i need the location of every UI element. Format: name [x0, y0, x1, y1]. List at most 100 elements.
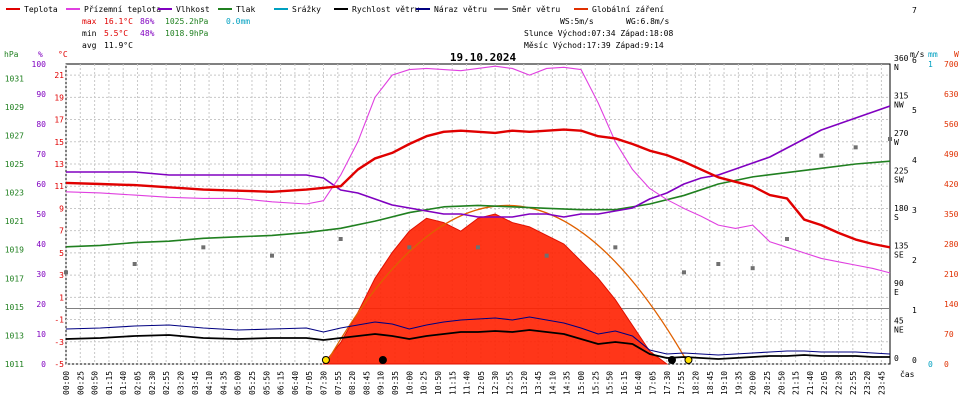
pct-tick: 70 — [36, 150, 46, 159]
w-tick: 70 — [944, 330, 954, 339]
legend-label: Srážky — [292, 5, 321, 14]
dir-tick-label: E — [894, 288, 899, 297]
w-tick: 560 — [944, 120, 959, 129]
wind-direction-point — [132, 262, 137, 266]
degc-tick: 13 — [54, 160, 64, 169]
stat-min-temp: 5.5°C — [104, 29, 128, 38]
degc-tick: -3 — [54, 338, 64, 347]
x-tick: 19:10 — [720, 371, 729, 395]
wind-direction-point — [716, 262, 721, 266]
dir-tick-label: SW — [894, 176, 904, 185]
ms-tick: 3 — [912, 206, 917, 215]
legend-label: Tlak — [236, 5, 255, 14]
x-tick: 21:15 — [792, 371, 801, 395]
ms-tick: 4 — [912, 156, 917, 165]
x-tick: 03:45 — [191, 371, 200, 395]
pct-tick: 60 — [36, 180, 46, 189]
legend-label: Směr větru — [512, 5, 560, 14]
series-tlak — [65, 160, 891, 248]
pct-tick: 80 — [36, 120, 46, 129]
x-tick: 07:30 — [320, 371, 329, 395]
pct-tick: 30 — [36, 270, 46, 279]
degc-tick: 9 — [59, 204, 64, 213]
pct-tick: 100 — [32, 60, 47, 69]
stat-min-press: 1018.9hPa — [165, 29, 209, 38]
w-tick: 210 — [944, 270, 959, 279]
hpa-tick: 1025 — [5, 160, 24, 169]
stat-min-hum: 48% — [140, 29, 155, 38]
dir-tick-label: NE — [894, 326, 904, 335]
x-tick: 01:15 — [105, 371, 114, 395]
mm-tick: 1 — [928, 60, 933, 69]
hpa-tick: 1029 — [5, 103, 24, 112]
wind-direction-point — [888, 137, 892, 141]
pct-tick: 40 — [36, 240, 46, 249]
x-tick: 17:30 — [663, 371, 672, 395]
dir-tick-label: W — [894, 138, 899, 147]
degc-tick: 1 — [59, 293, 64, 302]
x-tick: 01:40 — [119, 371, 128, 395]
wind-direction-point — [785, 237, 789, 241]
legend-label: Přízemní teplota — [84, 5, 161, 14]
x-tick: 22:55 — [849, 371, 858, 395]
legend-label: Rychlost větru — [352, 5, 420, 14]
dir-tick: 135 — [894, 242, 909, 251]
x-tick: 05:25 — [248, 371, 257, 395]
x-tick: 04:35 — [219, 371, 228, 395]
x-tick: 18:45 — [706, 371, 715, 395]
series-rychlost-v-tru — [65, 329, 890, 360]
dir-tick: 45 — [894, 317, 904, 326]
stat-max-rain: 0.0mm — [226, 17, 250, 26]
degc-tick: 21 — [54, 71, 64, 80]
wind-direction-point — [64, 270, 68, 275]
x-tick: 16:40 — [634, 371, 643, 395]
degc-tick: 3 — [59, 271, 64, 280]
w-tick: 490 — [944, 150, 959, 159]
stat-moon: Měsíc Východ:17:39 Západ:9:14 — [524, 41, 664, 50]
wind-direction-point — [544, 253, 549, 258]
x-tick: 18:20 — [691, 371, 700, 395]
legend-label: Vlhkost — [176, 5, 210, 14]
wind-direction-point — [750, 266, 755, 271]
w-tick: 700 — [944, 60, 959, 69]
degc-tick: 17 — [54, 116, 64, 125]
x-tick: 20:50 — [777, 371, 786, 395]
x-tick: 22:05 — [820, 371, 829, 395]
x-tick: 09:10 — [377, 371, 386, 395]
sun-moon-marker — [667, 356, 676, 364]
x-tick: 11:40 — [463, 371, 472, 395]
axis-unit-time: čas — [900, 369, 915, 379]
x-tick: 19:35 — [734, 371, 743, 395]
x-tick: 05:00 — [234, 371, 243, 395]
x-tick: 14:35 — [563, 371, 572, 395]
wind-direction-point — [819, 153, 824, 158]
x-tick: 10:00 — [405, 371, 414, 395]
hpa-tick: 1017 — [5, 274, 24, 283]
x-tick: 15:50 — [606, 371, 615, 395]
x-tick: 00:25 — [76, 371, 85, 395]
x-tick: 02:05 — [134, 371, 143, 395]
w-tick: 630 — [944, 90, 959, 99]
stat-max-label: max — [82, 17, 97, 26]
ms-tick: 2 — [912, 256, 917, 265]
stat-max-hum: 86% — [140, 17, 155, 26]
axis-unit-ms: m/s — [910, 50, 925, 59]
x-tick: 21:40 — [806, 371, 815, 395]
wind-direction-point — [270, 253, 274, 258]
hpa-tick: 1021 — [5, 217, 24, 226]
axis-unit-w: W — [954, 50, 959, 59]
x-tick: 10:50 — [434, 371, 443, 395]
x-tick: 23:45 — [877, 371, 886, 395]
mm-tick: 0 — [928, 360, 933, 369]
degc-tick: 7 — [59, 227, 64, 236]
x-tick: 04:10 — [205, 371, 214, 395]
x-tick: 06:15 — [277, 371, 286, 395]
stat-ws: WS:5m/s — [560, 17, 594, 26]
stat-max-press: 1025.2hPa — [165, 17, 209, 26]
x-tick: 15:25 — [591, 371, 600, 395]
ms-tick: 0 — [912, 356, 917, 365]
sun-moon-marker — [684, 356, 693, 364]
x-tick: 16:15 — [620, 371, 629, 395]
